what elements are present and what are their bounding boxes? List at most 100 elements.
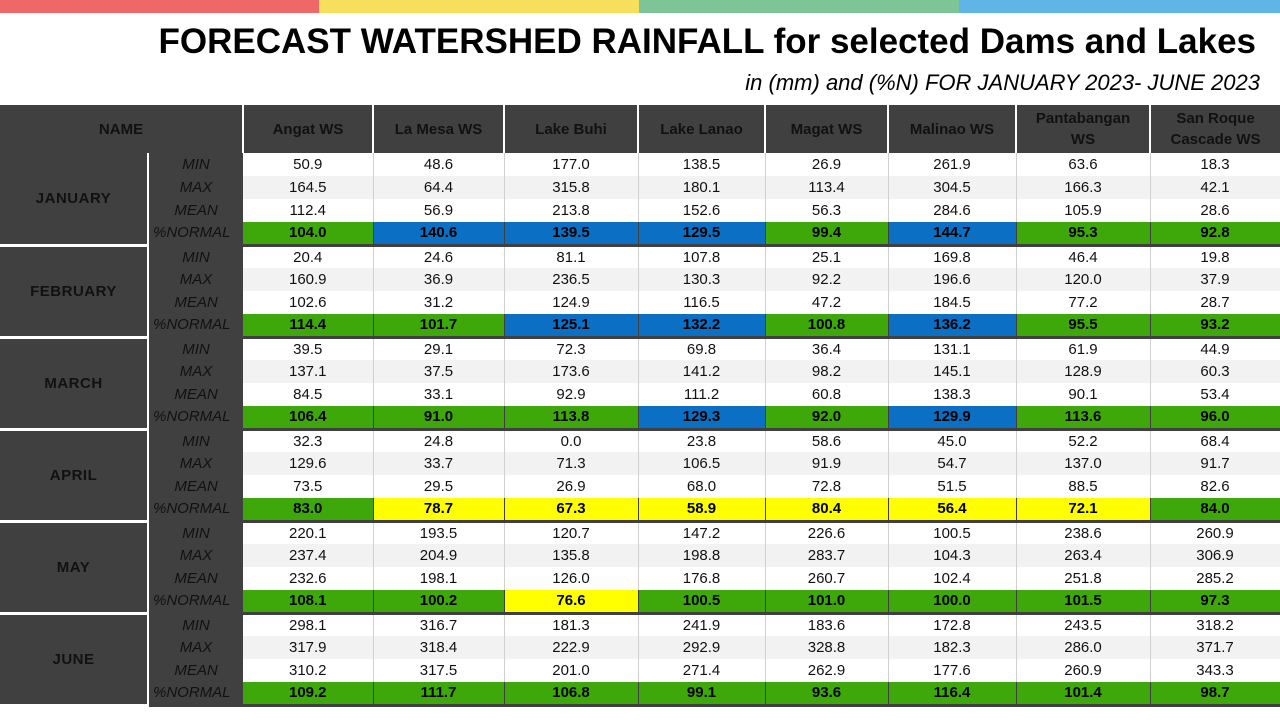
top-bar-red xyxy=(0,0,319,13)
value-cell: 67.3 xyxy=(504,498,639,523)
stat-label: MEAN xyxy=(148,199,244,222)
top-bar-green xyxy=(639,0,959,13)
value-cell: 92.9 xyxy=(504,383,639,406)
value-cell: 128.9 xyxy=(1016,360,1151,383)
value-cell: 237.4 xyxy=(243,544,374,567)
value-cell: 72.8 xyxy=(765,475,889,498)
table-row: MEAN 73.5 29.5 26.9 68.0 72.8 51.5 88.5 82.6 xyxy=(0,475,1280,498)
value-cell: 42.1 xyxy=(1150,176,1280,199)
value-cell: 204.9 xyxy=(373,544,505,567)
column-header: Angat WS xyxy=(243,105,375,153)
table-row: MAX 317.9 318.4 222.9 292.9 328.8 182.3 286.0 37… xyxy=(0,636,1280,659)
value-cell: 131.1 xyxy=(888,337,1017,360)
stat-label: MEAN xyxy=(148,291,244,314)
value-cell: 177.6 xyxy=(888,659,1017,682)
value-cell: 135.8 xyxy=(504,544,639,567)
column-header: Malinao WS xyxy=(888,105,1018,153)
value-cell: 37.5 xyxy=(373,360,505,383)
value-cell: 260.7 xyxy=(765,567,889,590)
value-cell: 113.8 xyxy=(504,406,639,431)
value-cell: 141.2 xyxy=(638,360,766,383)
stat-label: MAX xyxy=(148,176,244,199)
value-cell: 271.4 xyxy=(638,659,766,682)
value-cell: 137.0 xyxy=(1016,452,1151,475)
table-row: MAX 160.9 36.9 236.5 130.3 92.2 196.6 120.0 37.9 xyxy=(0,268,1280,291)
value-cell: 182.3 xyxy=(888,636,1017,659)
value-cell: 80.4 xyxy=(765,498,889,523)
value-cell: 54.7 xyxy=(888,452,1017,475)
value-cell: 31.2 xyxy=(373,291,505,314)
value-cell: 58.6 xyxy=(765,429,889,452)
value-cell: 164.5 xyxy=(243,176,374,199)
value-cell: 138.3 xyxy=(888,383,1017,406)
value-cell: 97.3 xyxy=(1150,590,1280,615)
value-cell: 112.4 xyxy=(243,199,374,222)
value-cell: 129.3 xyxy=(638,406,766,431)
column-header: Magat WS xyxy=(765,105,890,153)
value-cell: 260.9 xyxy=(1150,521,1280,544)
value-cell: 160.9 xyxy=(243,268,374,291)
value-cell: 102.4 xyxy=(888,567,1017,590)
table-row: APRIL MIN 32.3 24.8 0.0 23.8 58.6 45.0 52.2 68.4 xyxy=(0,429,1280,523)
value-cell: 113.4 xyxy=(765,176,889,199)
value-cell: 93.2 xyxy=(1150,314,1280,339)
value-cell: 318.4 xyxy=(373,636,505,659)
table-row: MEAN 310.2 317.5 201.0 271.4 262.9 177.6 260.9 3… xyxy=(0,659,1280,682)
value-cell: 83.0 xyxy=(243,498,374,523)
month-label: MAY xyxy=(0,521,149,615)
table-row: %NORMAL 114.4 101.7 125.1 132.2 100.8 136.2 95.… xyxy=(0,314,1280,339)
value-cell: 84.5 xyxy=(243,383,374,406)
stat-label: %NORMAL xyxy=(148,314,244,339)
value-cell: 26.9 xyxy=(765,153,889,176)
value-cell: 88.5 xyxy=(1016,475,1151,498)
month-label: JUNE xyxy=(0,613,149,707)
value-cell: 129.9 xyxy=(888,406,1017,431)
value-cell: 111.2 xyxy=(638,383,766,406)
stat-label: MIN xyxy=(148,153,244,176)
table-body: JANUARY MIN 50.9 48.6 177.0 138.5 26.9 261.9 63.… xyxy=(0,153,1280,707)
page-subtitle: in (mm) and (%N) FOR JANUARY 2023- JUNE … xyxy=(745,70,1260,95)
stat-label: MIN xyxy=(148,521,244,544)
value-cell: 24.8 xyxy=(373,429,505,452)
value-cell: 56.9 xyxy=(373,199,505,222)
value-cell: 81.1 xyxy=(504,245,639,268)
value-cell: 58.9 xyxy=(638,498,766,523)
value-cell: 91.0 xyxy=(373,406,505,431)
value-cell: 60.8 xyxy=(765,383,889,406)
table-row: %NORMAL 104.0 140.6 139.5 129.5 99.4 144.7 95.3… xyxy=(0,222,1280,247)
value-cell: 37.9 xyxy=(1150,268,1280,291)
value-cell: 84.0 xyxy=(1150,498,1280,523)
column-header: Lake Buhi xyxy=(504,105,640,153)
value-cell: 50.9 xyxy=(243,153,374,176)
value-cell: 113.6 xyxy=(1016,406,1151,431)
value-cell: 26.9 xyxy=(504,475,639,498)
value-cell: 101.0 xyxy=(765,590,889,615)
value-cell: 232.6 xyxy=(243,567,374,590)
value-cell: 108.1 xyxy=(243,590,374,615)
stat-label: %NORMAL xyxy=(148,682,244,707)
page-title: FORECAST WATERSHED RAINFALL for selected… xyxy=(158,22,1256,61)
value-cell: 106.8 xyxy=(504,682,639,707)
value-cell: 283.7 xyxy=(765,544,889,567)
table-row: MEAN 102.6 31.2 124.9 116.5 47.2 184.5 77.2 28.7 xyxy=(0,291,1280,314)
value-cell: 261.9 xyxy=(888,153,1017,176)
stat-label: %NORMAL xyxy=(148,590,244,615)
table-row: FEBRUARY MIN 20.4 24.6 81.1 107.8 25.1 169.8 46.… xyxy=(0,245,1280,339)
value-cell: 315.8 xyxy=(504,176,639,199)
value-cell: 198.8 xyxy=(638,544,766,567)
value-cell: 120.7 xyxy=(504,521,639,544)
value-cell: 0.0 xyxy=(504,429,639,452)
value-cell: 343.3 xyxy=(1150,659,1280,682)
table-row: MAX 137.1 37.5 173.6 141.2 98.2 145.1 128.9 60.3 xyxy=(0,360,1280,383)
value-cell: 95.5 xyxy=(1016,314,1151,339)
value-cell: 260.9 xyxy=(1016,659,1151,682)
value-cell: 138.5 xyxy=(638,153,766,176)
value-cell: 173.6 xyxy=(504,360,639,383)
value-cell: 105.9 xyxy=(1016,199,1151,222)
table-row: MARCH MIN 39.5 29.1 72.3 69.8 36.4 131.1 61.9 44.… xyxy=(0,337,1280,431)
value-cell: 29.1 xyxy=(373,337,505,360)
value-cell: 51.5 xyxy=(888,475,1017,498)
header-row: NAME Angat WS La Mesa WS Lake Buhi Lake … xyxy=(0,105,1280,153)
value-cell: 100.0 xyxy=(888,590,1017,615)
value-cell: 98.2 xyxy=(765,360,889,383)
